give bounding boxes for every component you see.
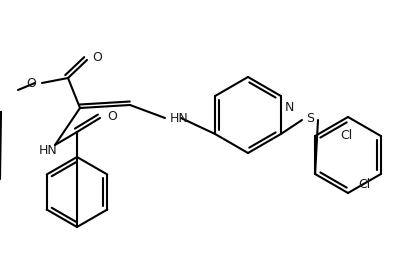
Text: O: O xyxy=(26,76,36,90)
Text: HN: HN xyxy=(170,112,189,125)
Text: Cl: Cl xyxy=(358,178,370,191)
Text: O: O xyxy=(92,51,102,63)
Text: HN: HN xyxy=(39,143,58,156)
Text: S: S xyxy=(306,112,314,125)
Text: Cl: Cl xyxy=(340,129,352,142)
Text: N: N xyxy=(285,101,294,114)
Text: O: O xyxy=(107,110,117,123)
